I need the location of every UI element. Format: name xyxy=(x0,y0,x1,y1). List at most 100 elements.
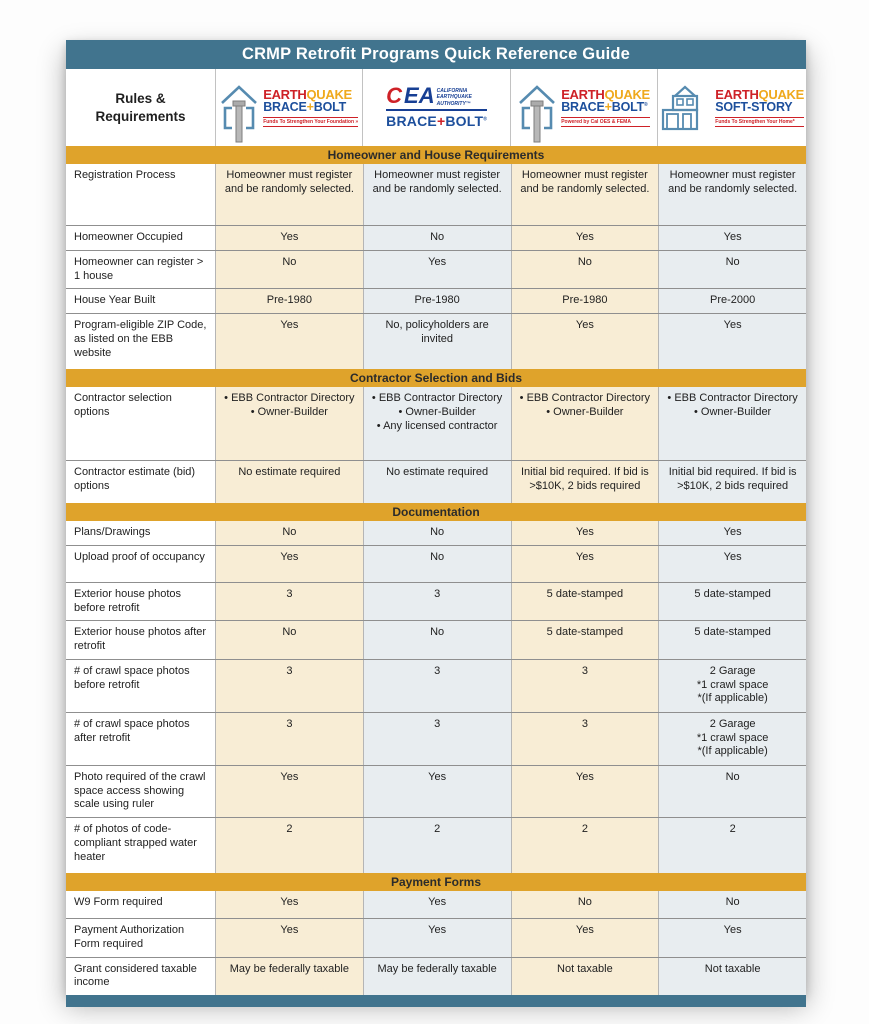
cea-letter-c: C xyxy=(386,82,403,108)
table-row: Plans/Drawings No No Yes Yes xyxy=(66,521,806,545)
value-cell: Yes xyxy=(362,765,511,817)
value-cell: Yes xyxy=(510,919,659,957)
value-cell: 5 date-stamped xyxy=(658,582,806,621)
row-label: Contractor selection options xyxy=(74,392,172,418)
value-cell: • EBB Contractor Directory • Owner-Build… xyxy=(510,387,659,460)
value-cell: 5 date-stamped xyxy=(658,621,806,659)
table-row: House Year Built Pre-1980 Pre-1980 Pre-1980… xyxy=(66,288,806,313)
corner-line1: Rules & xyxy=(115,90,166,106)
value-cell: Yes xyxy=(510,314,659,369)
value-cell: 2 xyxy=(510,818,659,873)
value-cell: 3 xyxy=(362,582,511,621)
value-cell: • EBB Contractor Directory • Owner-Build… xyxy=(215,387,363,460)
value-cell: Yes xyxy=(510,765,659,817)
value-cell: Not taxable xyxy=(510,957,659,995)
row-label: # of crawl space photos after retrofit xyxy=(74,717,190,744)
row-label: Exterior house photos before retrofit xyxy=(74,587,182,614)
value-cell: Yes xyxy=(215,891,363,918)
value-cell: 2 Garage *1 crawl space *(If applicable) xyxy=(658,712,806,765)
value-cell: Yes xyxy=(510,521,659,545)
row-label: # of crawl space photos before retrofit xyxy=(74,664,190,691)
value-cell: Yes xyxy=(658,226,806,250)
row-label: Contractor estimate (bid) options xyxy=(74,466,196,492)
cea-auth-line1: CALIFORNIA xyxy=(436,87,468,94)
value-cell: No xyxy=(215,521,363,545)
table-row: # of crawl space photos after retrofit 3 3… xyxy=(66,711,806,765)
table-row: Grant considered taxable income May be fe… xyxy=(66,956,806,995)
two-story-house-icon xyxy=(662,85,699,130)
value-cell: Homeowner must register and be randomly … xyxy=(362,164,511,225)
logo-bolt: BOLT xyxy=(313,100,347,115)
value-cell: 3 xyxy=(215,659,363,712)
value-cell: No xyxy=(510,250,659,289)
value-cell: Pre-2000 xyxy=(658,289,806,313)
house-bolt-icon xyxy=(519,84,556,142)
logo-bolt: BOLT xyxy=(611,100,645,115)
logo-tagline: Funds To Strengthen Your Foundation » xyxy=(263,117,359,128)
row-label: Photo required of the crawl space access… xyxy=(74,770,206,811)
table-row: Registration Process Homeowner must regis… xyxy=(66,164,806,225)
row-label: Homeowner Occupied xyxy=(74,231,183,243)
value-cell: Yes xyxy=(215,314,363,369)
value-cell: Yes xyxy=(510,545,659,582)
table-row: Payment Authorization Form required Yes Ye… xyxy=(66,918,806,957)
table-row: Program-eligible ZIP Code, as listed on … xyxy=(66,313,806,369)
value-cell: No xyxy=(362,621,511,659)
value-cell: May be federally taxable xyxy=(362,957,511,995)
logo-quake: QUAKE xyxy=(604,86,650,102)
table-row: Photo required of the crawl space access… xyxy=(66,764,806,817)
table-row: Contractor estimate (bid) options No esti… xyxy=(66,460,806,503)
table-row: Exterior house photos after retrofit No No… xyxy=(66,620,806,659)
value-cell: Yes xyxy=(658,545,806,582)
value-cell: Homeowner must register and be randomly … xyxy=(510,164,659,225)
table-header-row: Rules & Requirements EARTHQUAKE BRACE+BO… xyxy=(66,69,806,146)
value-cell: Yes xyxy=(658,521,806,545)
value-cell: May be federally taxable xyxy=(215,957,363,995)
table-row: W9 Form required Yes Yes No No xyxy=(66,891,806,918)
table-row: # of photos of code-compliant strapped w… xyxy=(66,817,806,873)
ebb-wordmark: EARTHQUAKE BRACE+BOLT Funds To Strengthe… xyxy=(263,86,359,128)
table-row: Homeowner Occupied Yes No Yes Yes xyxy=(66,225,806,250)
cea-auth-line2: EARTHQUAKE xyxy=(436,94,472,101)
value-cell: Yes xyxy=(658,314,806,369)
value-cell: Pre-1980 xyxy=(215,289,363,313)
table-row: Upload proof of occupancy Yes No Yes Yes xyxy=(66,544,806,582)
logo-registered: ® xyxy=(644,102,648,109)
value-cell: Homeowner must register and be randomly … xyxy=(658,164,806,225)
value-cell: Not taxable xyxy=(658,957,806,995)
cea-brace: BRACE xyxy=(386,113,437,130)
corner-header: Rules & Requirements xyxy=(66,69,215,146)
logo-quake: QUAKE xyxy=(306,86,352,102)
value-cell: Pre-1980 xyxy=(510,289,659,313)
value-cell: 3 xyxy=(215,582,363,621)
value-cell: Yes xyxy=(215,226,363,250)
row-label: Homeowner can register > 1 house xyxy=(74,255,204,282)
value-cell: No xyxy=(362,521,511,545)
value-cell: Yes xyxy=(215,765,363,817)
cea-registered: ® xyxy=(483,116,488,123)
value-cell: • EBB Contractor Directory • Owner-Build… xyxy=(362,387,511,460)
value-cell: 2 Garage *1 crawl space *(If applicable) xyxy=(658,659,806,712)
footer-bar xyxy=(66,995,806,1007)
logo-soft-story: SOFT-STORY xyxy=(715,100,793,115)
section-header: Payment Forms xyxy=(66,873,806,891)
row-label: # of photos of code-compliant strapped w… xyxy=(74,823,197,863)
value-cell: No xyxy=(510,891,659,918)
value-cell: No xyxy=(362,545,511,582)
value-cell: No estimate required xyxy=(215,461,363,503)
value-cell: Yes xyxy=(362,919,511,957)
table-body: Homeowner and House Requirements Registra… xyxy=(66,146,806,995)
value-cell: No xyxy=(215,621,363,659)
value-cell: 2 xyxy=(362,818,511,873)
value-cell: No xyxy=(658,765,806,817)
row-label: Upload proof of occupancy xyxy=(74,550,205,563)
value-cell: No xyxy=(658,891,806,918)
section-header: Contractor Selection and Bids xyxy=(66,369,806,387)
logo-tagline: Funds To Strengthen Your Home* xyxy=(715,117,804,128)
cea-auth-line3: AUTHORITY™ xyxy=(436,100,471,107)
value-cell: Yes xyxy=(362,250,511,289)
value-cell: No, policyholders are invited xyxy=(362,314,511,369)
cea-authority-text: CALIFORNIA EARTHQUAKE AUTHORITY™ xyxy=(437,88,472,108)
logo-quake: QUAKE xyxy=(758,86,805,102)
logo-tagline: Powered by Cal OES & FEMA xyxy=(561,117,650,128)
